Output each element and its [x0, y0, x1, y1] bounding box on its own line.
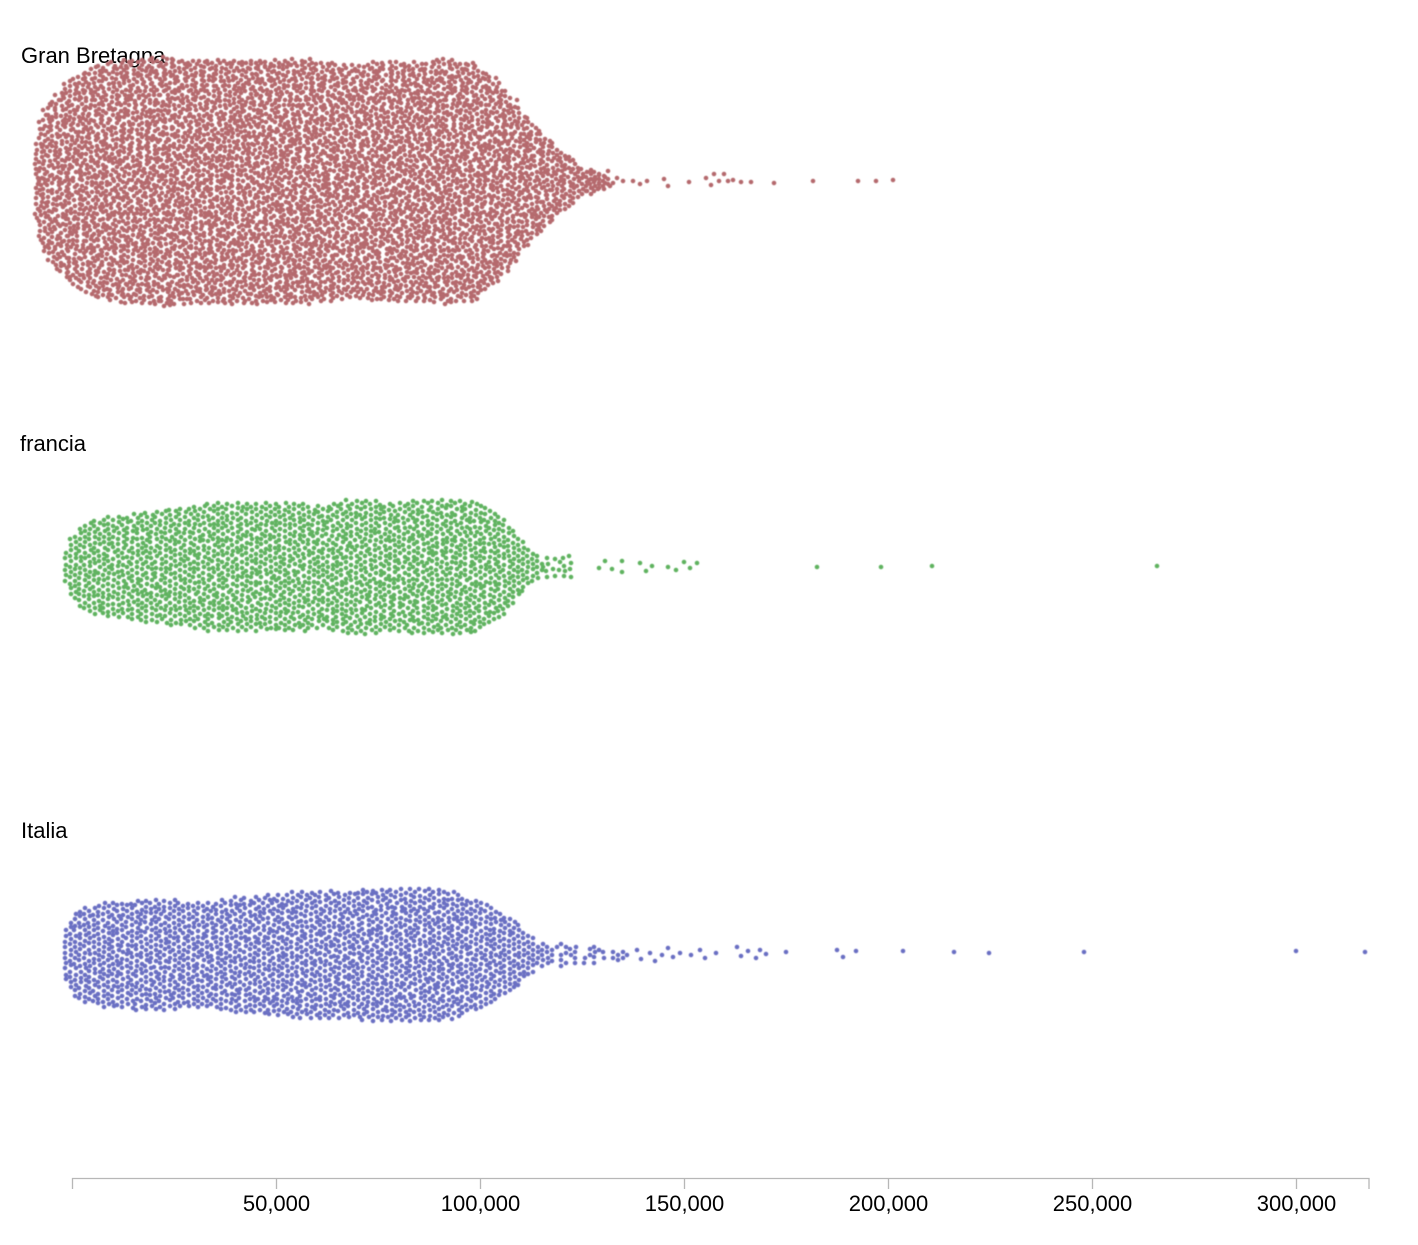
- svg-text:200,000: 200,000: [849, 1191, 929, 1216]
- svg-text:300,000: 300,000: [1257, 1191, 1337, 1216]
- svg-text:100,000: 100,000: [441, 1191, 521, 1216]
- svg-text:250,000: 250,000: [1053, 1191, 1133, 1216]
- svg-text:150,000: 150,000: [645, 1191, 725, 1216]
- svg-text:francia: francia: [20, 431, 87, 456]
- svg-text:50,000: 50,000: [243, 1191, 310, 1216]
- svg-text:Italia: Italia: [21, 818, 68, 843]
